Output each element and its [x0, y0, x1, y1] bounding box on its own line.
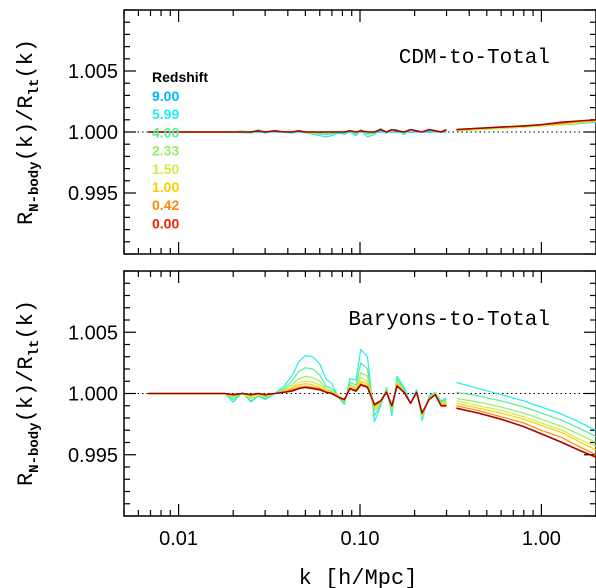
- y-tick-label-baryon: 0.995: [68, 445, 118, 467]
- series-line-highk-baryon-0.42: [456, 405, 596, 456]
- cdm-panel: 0.995 1.000 1.005: [68, 9, 596, 255]
- y-tick-label-baryon: 1.000: [68, 384, 118, 406]
- x-tick-label: 1.00: [522, 528, 561, 550]
- x-tick-label: 0.01: [159, 528, 198, 550]
- legend-entry: 9.00: [152, 88, 179, 104]
- series-line-baryon-2.33: [148, 372, 447, 418]
- series-group-baryon: [148, 348, 596, 458]
- legend-entry: 5.99: [152, 106, 179, 122]
- series-line-highk-baryon-0.00: [456, 407, 596, 458]
- y-tick-label-baryon: 1.005: [68, 322, 118, 344]
- y-axis-title-text: RN-body(k)/Rlt(k): [14, 39, 43, 225]
- y-axis-title-top: RN-body(k)/Rlt(k): [14, 39, 43, 225]
- series-line-baryon-0.00: [148, 384, 447, 414]
- y-axis-title-text: RN-body(k)/Rlt(k): [14, 300, 43, 486]
- y-tick-label-cdm: 1.005: [68, 61, 118, 83]
- legend-title: Redshift: [152, 69, 208, 85]
- legend-entry: 4.00: [152, 124, 179, 140]
- redshift-legend: Redshift 9.00 5.99 4.00 2.33 1.50 1.00 0.42 0.00: [152, 69, 208, 231]
- panel-title-cdm: CDM-to-Total: [399, 47, 550, 70]
- series-line-highk-cdm-0.00: [456, 119, 596, 131]
- legend-entry: 2.33: [152, 143, 179, 159]
- series-line-highk-baryon-1.00: [456, 402, 596, 451]
- y-tick-label-cdm: 0.995: [68, 183, 118, 205]
- legend-entry: 0.00: [152, 215, 179, 231]
- series-group-cdm: [148, 119, 596, 138]
- series-line-highk-baryon-5.99: [456, 381, 596, 431]
- x-axis-title: k [h/Mpc]: [299, 566, 418, 588]
- y-tick-label-cdm: 1.000: [68, 122, 118, 144]
- y-axis-title-bottom: RN-body(k)/Rlt(k): [14, 300, 43, 486]
- panel-title-baryons: Baryons-to-Total: [348, 309, 550, 332]
- legend-entry: 0.42: [152, 197, 179, 213]
- series-line-highk-baryon-2.33: [456, 397, 596, 444]
- series-line-cdm-0.00: [148, 128, 447, 133]
- series-line-highk-baryon-4.00: [456, 391, 596, 437]
- x-tick-label: 0.10: [341, 528, 380, 550]
- baryon-panel: 0.995 1.000 1.005 0.01 0.10 1.00: [68, 270, 596, 550]
- legend-entry: 1.50: [152, 161, 179, 177]
- series-line-highk-baryon-1.50: [456, 400, 596, 447]
- legend-entry: 1.00: [152, 179, 179, 195]
